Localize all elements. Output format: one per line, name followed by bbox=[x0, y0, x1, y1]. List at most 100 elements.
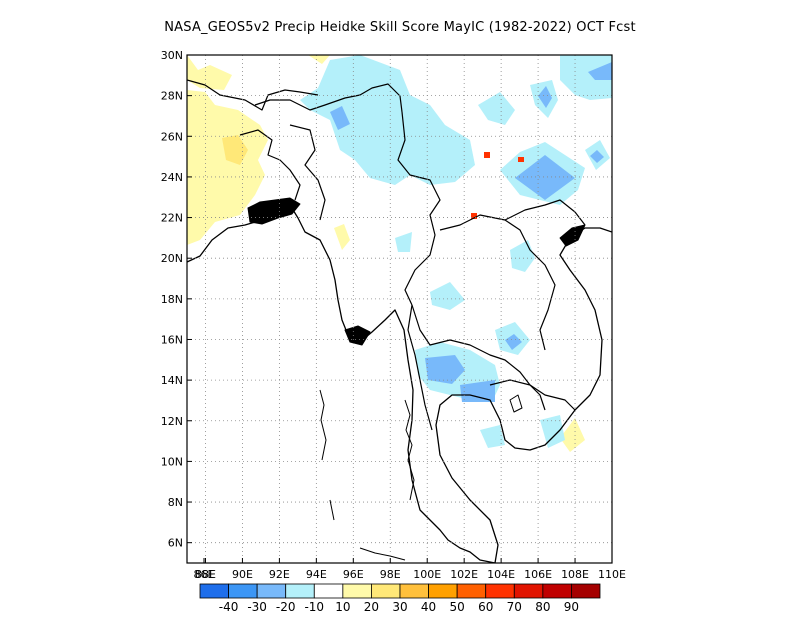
lat-tick-label: 24N bbox=[161, 171, 183, 184]
colorbar-swatch bbox=[228, 583, 258, 599]
coastlines bbox=[187, 197, 612, 563]
colorbar-label: 70 bbox=[507, 600, 522, 614]
colorbar-label: -10 bbox=[304, 600, 324, 614]
negative-skill-core-thailand bbox=[425, 355, 465, 384]
malay-peninsula-coast bbox=[359, 547, 406, 561]
thailand-border bbox=[411, 304, 546, 411]
vietnam-border bbox=[504, 199, 586, 226]
colorbar-label: 90 bbox=[564, 600, 579, 614]
skill-score-field bbox=[187, 55, 612, 452]
lat-tick-label: 26N bbox=[161, 130, 183, 143]
colorbar-label: 50 bbox=[450, 600, 465, 614]
negative-skill-core-hainan bbox=[590, 150, 604, 163]
positive-skill-spot bbox=[518, 157, 524, 162]
colorbar-label: -20 bbox=[276, 600, 296, 614]
lon-tick-label: 98E bbox=[380, 568, 401, 581]
colorbar-swatch bbox=[342, 583, 372, 599]
gulf-of-thailand-coastline bbox=[435, 227, 612, 563]
colorbar-swatch bbox=[256, 583, 287, 599]
colorbar-swatch bbox=[399, 583, 429, 599]
positive-skill-area-north bbox=[308, 55, 330, 64]
myanmar-china-border bbox=[397, 111, 441, 306]
negative-skill-area-shan bbox=[395, 232, 412, 252]
lon-tick-label: 86E bbox=[194, 568, 215, 581]
gulf-island bbox=[509, 394, 523, 413]
india-china-border bbox=[254, 83, 403, 113]
sundarbans-delta bbox=[247, 197, 301, 225]
lat-tick-label: 22N bbox=[161, 212, 183, 225]
lat-tick-label: 8N bbox=[168, 496, 183, 509]
colorbar-label: 80 bbox=[535, 600, 550, 614]
colorbar: -40 -30 -20 -10 10 20 30 40 50 60 70 80 90 bbox=[199, 583, 601, 614]
mergui-archipelago bbox=[404, 399, 415, 501]
colorbar-label: -40 bbox=[219, 600, 239, 614]
colorbar-swatch bbox=[285, 583, 315, 599]
colorbar-swatch bbox=[571, 583, 601, 599]
colorbar-label: 30 bbox=[392, 600, 407, 614]
negative-skill-area-north bbox=[300, 55, 475, 185]
myanmar-thailand-border bbox=[407, 304, 433, 431]
colorbar-swatch bbox=[199, 583, 229, 599]
lon-tick-label: 90E bbox=[232, 568, 253, 581]
cambodia-border bbox=[489, 379, 576, 411]
positive-skill-spot bbox=[484, 152, 490, 158]
positive-skill-area-west bbox=[187, 90, 268, 245]
plot-frame bbox=[186, 54, 613, 564]
lat-tick-label: 20N bbox=[161, 252, 183, 265]
lon-tick-label: 92E bbox=[269, 568, 290, 581]
negative-skill-core-yunnan bbox=[538, 86, 552, 108]
national-borders bbox=[187, 79, 586, 431]
lat-tick-label: 10N bbox=[161, 455, 183, 468]
lon-tick-label: 102E bbox=[450, 568, 478, 581]
positive-skill-area-northwest bbox=[187, 55, 232, 90]
negative-skill-area-laos-south bbox=[430, 282, 465, 310]
colorbar-swatch bbox=[456, 583, 487, 599]
negative-skill-area-northeast bbox=[560, 55, 612, 100]
lat-tick-label: 6N bbox=[168, 537, 183, 550]
colorbar-swatch bbox=[313, 583, 344, 599]
negative-skill-area-gulf bbox=[480, 425, 505, 448]
positive-skill-core-west bbox=[222, 135, 248, 165]
lat-tick-label: 30N bbox=[161, 49, 183, 62]
negative-skill-core-coast bbox=[460, 380, 495, 402]
negative-skill-area-yunnan bbox=[478, 92, 515, 125]
negative-skill-core-isan bbox=[505, 334, 522, 350]
colorbar-swatch bbox=[428, 583, 458, 599]
nepal-border bbox=[187, 79, 319, 111]
colorbar-label: 40 bbox=[421, 600, 436, 614]
lat-tick-label: 18N bbox=[161, 293, 183, 306]
colorbar-swatch bbox=[371, 583, 401, 599]
positive-skill-spot bbox=[471, 213, 477, 219]
colorbar-swatch bbox=[513, 583, 544, 599]
positive-skill-area-arakan bbox=[334, 224, 350, 250]
tonkin-coast bbox=[559, 224, 586, 247]
bangladesh-border bbox=[239, 129, 301, 201]
map-title: NASA_GEOS5v2 Precip Heidke Skill Score M… bbox=[164, 20, 636, 35]
lon-tick-label: 88E bbox=[195, 568, 216, 581]
india-myanmar-border bbox=[289, 124, 326, 221]
negative-skill-core-northeast bbox=[588, 62, 612, 80]
grid-lines bbox=[187, 55, 612, 563]
negative-skill-area-laos bbox=[510, 240, 535, 272]
lon-tick-label: 96E bbox=[343, 568, 364, 581]
lat-tick-label: 16N bbox=[161, 333, 183, 346]
lat-tick-label: 12N bbox=[161, 415, 183, 428]
lon-tick-label: 100E bbox=[413, 568, 441, 581]
lon-tick-label: 108E bbox=[561, 568, 589, 581]
negative-skill-area-cambodia bbox=[540, 415, 565, 448]
lon-tick-label: 94E bbox=[306, 568, 327, 581]
laos-border bbox=[439, 214, 556, 351]
colorbar-label: -30 bbox=[247, 600, 267, 614]
lon-tick-label: 106E bbox=[524, 568, 552, 581]
lat-tick-label: 14N bbox=[161, 374, 183, 387]
negative-skill-core-north bbox=[330, 106, 350, 130]
irrawaddy-delta bbox=[344, 325, 371, 346]
lon-tick-label: 104E bbox=[487, 568, 515, 581]
colorbar-swatch bbox=[485, 583, 515, 599]
colorbar-label: 60 bbox=[478, 600, 493, 614]
lon-tick-label: 110E bbox=[598, 568, 626, 581]
colorbar-swatch bbox=[542, 583, 572, 599]
negative-skill-core-guangxi bbox=[515, 155, 575, 200]
